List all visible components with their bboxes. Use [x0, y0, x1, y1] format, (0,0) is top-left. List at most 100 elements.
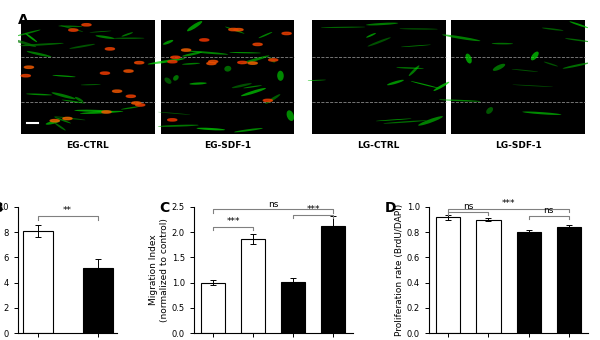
Ellipse shape — [187, 21, 202, 31]
Ellipse shape — [190, 82, 207, 85]
Circle shape — [100, 72, 110, 74]
Circle shape — [167, 119, 177, 121]
Ellipse shape — [259, 32, 272, 38]
Text: EG-CTRL: EG-CTRL — [67, 140, 109, 150]
Ellipse shape — [569, 21, 589, 28]
Circle shape — [21, 74, 31, 77]
Ellipse shape — [234, 128, 263, 132]
Circle shape — [207, 62, 216, 65]
Circle shape — [69, 29, 78, 31]
Ellipse shape — [466, 54, 472, 64]
Circle shape — [200, 39, 209, 41]
Ellipse shape — [225, 27, 244, 34]
Text: ***: *** — [502, 199, 515, 208]
Ellipse shape — [52, 92, 76, 99]
Ellipse shape — [55, 123, 66, 131]
Text: ***: *** — [307, 205, 320, 214]
Ellipse shape — [544, 62, 558, 66]
Circle shape — [25, 66, 34, 68]
Y-axis label: Migration Index
(normalized to control): Migration Index (normalized to control) — [149, 218, 169, 322]
Circle shape — [134, 62, 144, 64]
Ellipse shape — [486, 107, 493, 114]
Ellipse shape — [69, 44, 95, 49]
Circle shape — [124, 70, 133, 72]
Ellipse shape — [306, 80, 326, 81]
Ellipse shape — [158, 125, 199, 127]
Ellipse shape — [229, 52, 261, 53]
Ellipse shape — [182, 52, 202, 56]
Ellipse shape — [74, 110, 113, 112]
Bar — [281, 282, 305, 333]
Ellipse shape — [122, 32, 133, 37]
Circle shape — [229, 29, 238, 31]
Ellipse shape — [232, 83, 252, 88]
Ellipse shape — [439, 99, 481, 102]
Ellipse shape — [80, 84, 101, 85]
Text: LG-CTRL: LG-CTRL — [358, 140, 400, 150]
Circle shape — [113, 90, 122, 92]
Ellipse shape — [26, 51, 52, 57]
Ellipse shape — [376, 119, 412, 121]
Ellipse shape — [512, 85, 553, 87]
Ellipse shape — [491, 43, 513, 45]
Ellipse shape — [277, 71, 284, 81]
Circle shape — [282, 32, 291, 35]
Ellipse shape — [383, 120, 427, 124]
Bar — [21, 20, 155, 134]
Ellipse shape — [55, 117, 71, 123]
Circle shape — [263, 99, 272, 102]
Bar — [436, 217, 460, 333]
Circle shape — [168, 61, 177, 63]
Ellipse shape — [493, 64, 505, 71]
Circle shape — [209, 61, 218, 63]
Ellipse shape — [241, 55, 269, 64]
Ellipse shape — [95, 35, 115, 39]
Bar — [83, 268, 113, 333]
Ellipse shape — [25, 33, 37, 42]
Ellipse shape — [113, 37, 145, 39]
Text: **: ** — [63, 206, 72, 215]
Bar — [201, 283, 225, 333]
Ellipse shape — [52, 75, 76, 77]
Ellipse shape — [265, 94, 280, 104]
Ellipse shape — [400, 28, 438, 30]
Circle shape — [126, 95, 136, 97]
Ellipse shape — [396, 67, 424, 69]
Text: C: C — [159, 201, 169, 215]
Ellipse shape — [366, 22, 398, 26]
Ellipse shape — [401, 45, 431, 47]
Text: ns: ns — [544, 206, 554, 215]
Circle shape — [248, 62, 257, 64]
Circle shape — [102, 111, 111, 113]
Ellipse shape — [60, 25, 83, 32]
Circle shape — [269, 59, 278, 61]
Ellipse shape — [531, 52, 539, 61]
Ellipse shape — [244, 85, 262, 88]
Circle shape — [238, 61, 247, 64]
Ellipse shape — [523, 112, 562, 115]
Bar — [23, 231, 53, 333]
Bar — [476, 220, 500, 333]
Y-axis label: Proliferation rate (BrdU/DAPI): Proliferation rate (BrdU/DAPI) — [395, 204, 404, 336]
Text: ***: *** — [226, 217, 240, 226]
Ellipse shape — [387, 80, 404, 85]
Ellipse shape — [366, 33, 376, 38]
Text: D: D — [385, 201, 396, 215]
Text: B: B — [0, 201, 4, 215]
Ellipse shape — [173, 75, 179, 81]
Bar — [241, 239, 265, 333]
Ellipse shape — [13, 39, 36, 47]
Ellipse shape — [287, 110, 294, 121]
Bar — [451, 20, 585, 134]
Text: LG-SDF-1: LG-SDF-1 — [495, 140, 542, 150]
Circle shape — [182, 49, 191, 51]
Bar — [557, 227, 581, 333]
Text: ns: ns — [463, 202, 473, 211]
Ellipse shape — [269, 57, 275, 63]
Circle shape — [131, 102, 141, 104]
Ellipse shape — [224, 66, 232, 72]
Ellipse shape — [46, 120, 61, 125]
Ellipse shape — [54, 116, 86, 120]
Circle shape — [171, 56, 180, 58]
Ellipse shape — [418, 116, 443, 126]
